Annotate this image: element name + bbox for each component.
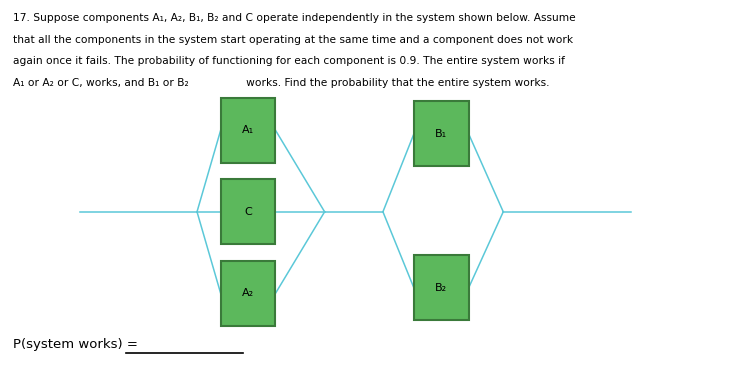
Text: 17. Suppose components A₁, A₂, B₁, B₂ and C operate independently in the system : 17. Suppose components A₁, A₂, B₁, B₂ an… [13, 13, 576, 23]
FancyBboxPatch shape [221, 261, 275, 326]
Text: P(system works) =: P(system works) = [13, 338, 142, 351]
FancyBboxPatch shape [414, 255, 469, 320]
FancyBboxPatch shape [414, 101, 469, 166]
Text: that all the components in the system start operating at the same time and a com: that all the components in the system st… [13, 34, 574, 45]
Text: A₁: A₁ [242, 125, 254, 135]
Text: B₂: B₂ [435, 283, 447, 293]
Text: B₁: B₁ [435, 129, 447, 139]
Text: A₂: A₂ [242, 288, 254, 299]
Text: A₁ or A₂ or C, works, and B₁ or B₂                 works. Find the probability t: A₁ or A₂ or C, works, and B₁ or B₂ works… [13, 78, 550, 88]
FancyBboxPatch shape [221, 97, 275, 163]
Text: again once it fails. The probability of functioning for each component is 0.9. T: again once it fails. The probability of … [13, 56, 565, 66]
Text: C: C [244, 207, 252, 217]
FancyBboxPatch shape [221, 179, 275, 244]
